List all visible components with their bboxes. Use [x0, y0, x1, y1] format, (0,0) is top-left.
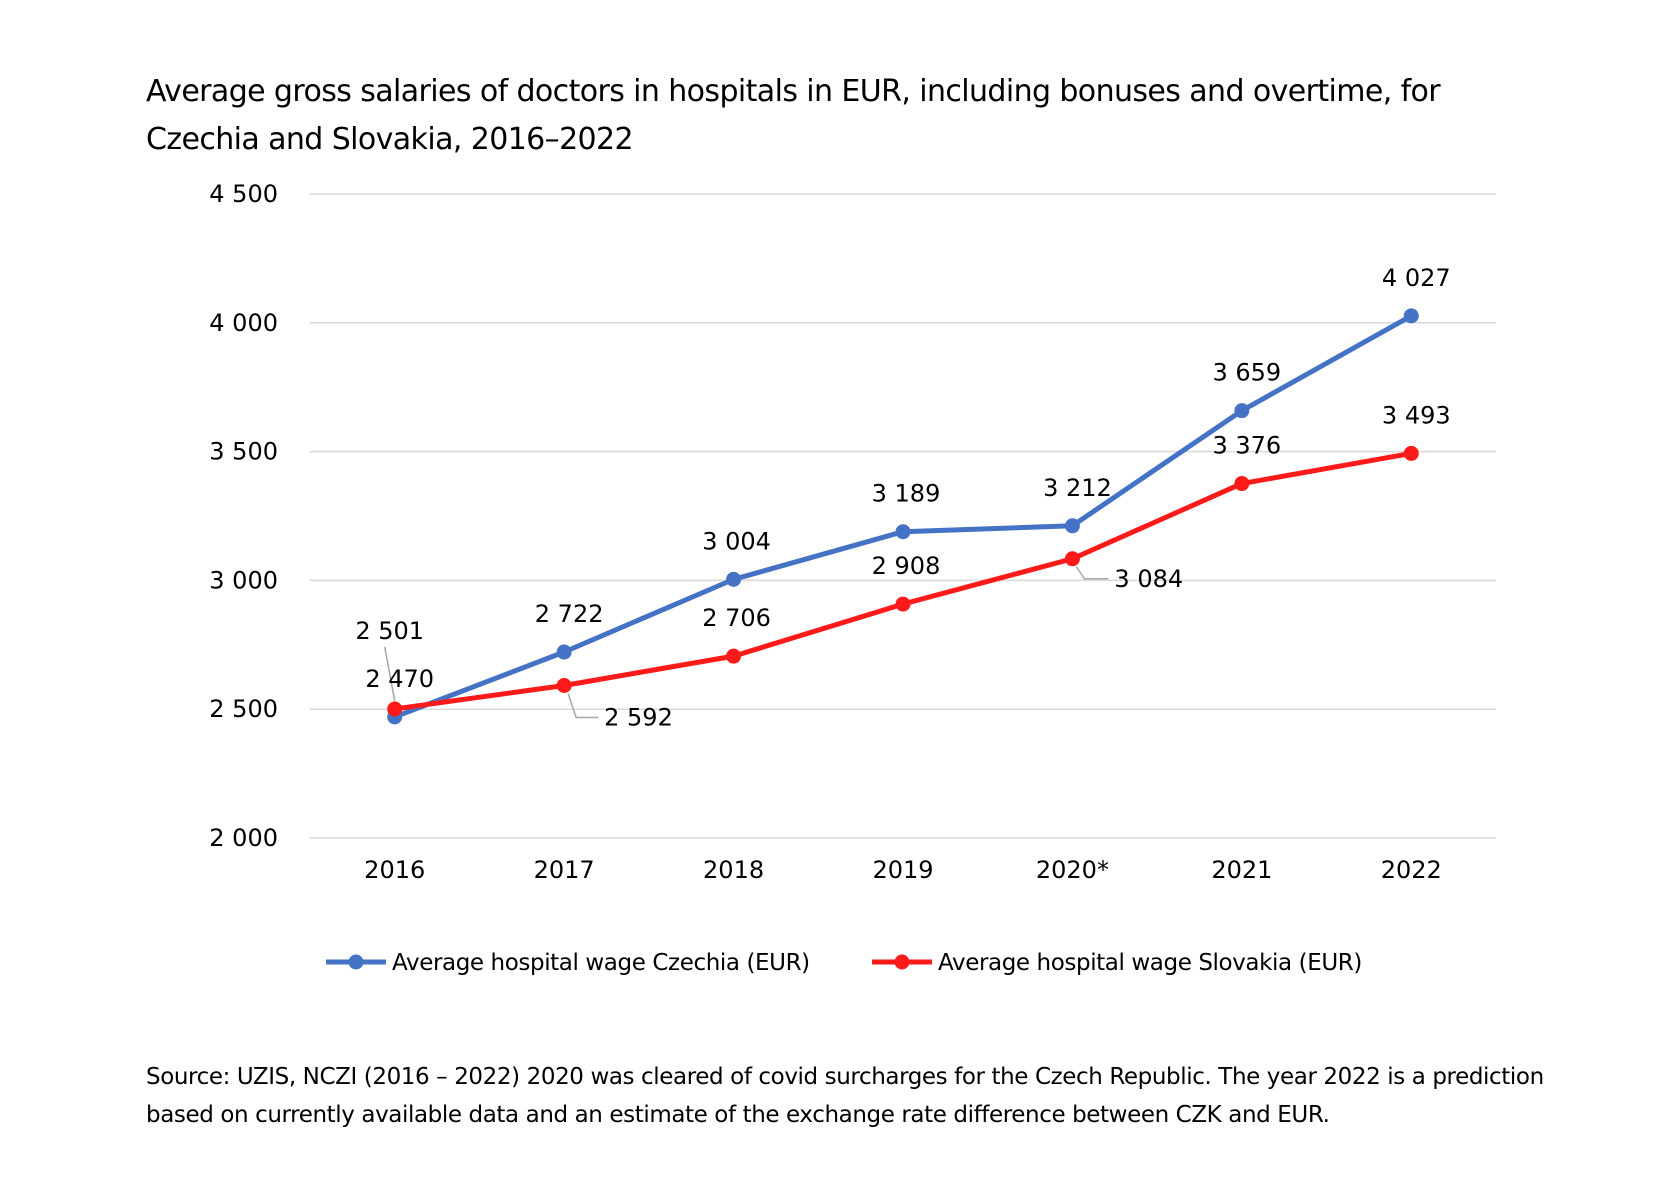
data-label: 2 722 — [535, 600, 604, 628]
leader-line — [567, 693, 599, 719]
data-label: 2 470 — [365, 665, 434, 693]
data-point — [1064, 518, 1080, 534]
legend-swatch-marker — [348, 954, 364, 970]
data-point — [556, 678, 572, 694]
x-tick-label: 2019 — [872, 856, 933, 884]
legend-label: Average hospital wage Slovakia (EUR) — [938, 950, 1362, 976]
data-point — [1234, 476, 1250, 492]
y-tick-label: 2 500 — [209, 695, 278, 723]
data-label: 3 084 — [1114, 565, 1183, 593]
data-label: 3 189 — [872, 480, 941, 508]
y-axis: 2 000 2 500 3 000 3 500 4 000 4 500 — [209, 180, 278, 852]
chart-title: Average gross salaries of doctors in hos… — [146, 74, 1441, 157]
series-lines — [387, 308, 1419, 725]
x-tick-label: 2016 — [364, 856, 425, 884]
label-leader-lines — [383, 566, 1109, 719]
x-tick-label: 2021 — [1211, 856, 1272, 884]
data-label: 2 501 — [355, 617, 424, 645]
x-tick-label: 2022 — [1381, 856, 1442, 884]
y-tick-label: 4 500 — [209, 180, 278, 208]
data-point — [1403, 445, 1419, 461]
x-tick-label: 2020* — [1036, 856, 1109, 884]
data-label: 2 592 — [604, 704, 673, 732]
source-note: Source: UZIS, NCZI (2016 – 2022) 2020 wa… — [146, 1064, 1544, 1128]
data-point — [387, 701, 403, 717]
data-point — [1403, 308, 1419, 324]
data-label: 3 004 — [702, 527, 771, 555]
leader-line — [383, 646, 396, 702]
data-label: 2 706 — [702, 604, 771, 632]
data-point — [895, 524, 911, 540]
data-point — [556, 644, 572, 660]
data-point — [1234, 403, 1250, 419]
gridlines — [310, 193, 1496, 839]
data-point — [895, 596, 911, 612]
legend-label: Average hospital wage Czechia (EUR) — [392, 950, 810, 976]
leader-line — [1075, 566, 1109, 580]
x-axis: 2016 2017 2018 2019 2020* 2021 2022 — [364, 856, 1442, 884]
x-tick-label: 2018 — [703, 856, 764, 884]
data-label: 3 376 — [1212, 432, 1281, 460]
x-tick-label: 2017 — [534, 856, 595, 884]
y-tick-label: 3 000 — [209, 566, 278, 594]
y-tick-label: 3 500 — [209, 438, 278, 466]
data-label: 3 659 — [1212, 359, 1281, 387]
data-point — [1064, 551, 1080, 567]
data-label: 3 212 — [1043, 474, 1112, 502]
data-label: 3 493 — [1382, 401, 1451, 429]
data-labels: 2 470 2 722 3 004 3 189 3 212 3 659 4 027 2 501… — [355, 264, 1450, 732]
data-label: 4 027 — [1382, 264, 1451, 292]
data-label: 2 908 — [872, 552, 941, 580]
data-point — [726, 648, 742, 664]
data-point — [726, 571, 742, 587]
legend: Average hospital wage Czechia (EUR) Avera… — [326, 950, 1362, 976]
y-tick-label: 4 000 — [209, 309, 278, 337]
legend-swatch-marker — [894, 954, 910, 970]
y-tick-label: 2 000 — [209, 824, 278, 852]
